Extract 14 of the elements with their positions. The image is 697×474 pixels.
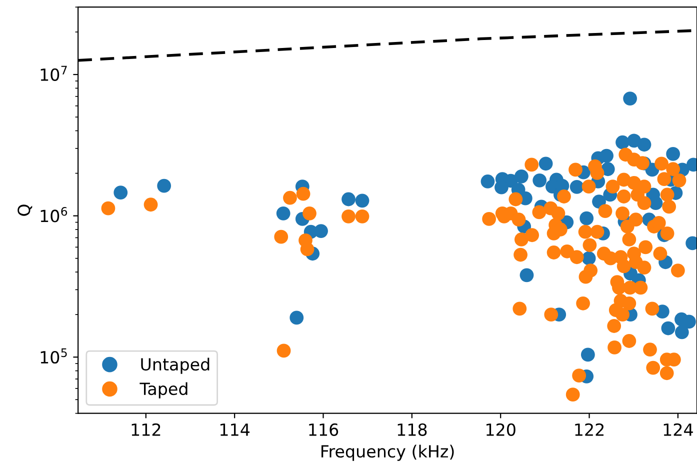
- x-tick-label: 122: [575, 423, 604, 436]
- y-tick-label: 10$^{5}$: [40, 348, 67, 364]
- x-tick-label: 118: [398, 423, 427, 436]
- x-axis-title: Frequency (kHz): [322, 444, 454, 461]
- x-tick-label: 116: [309, 423, 338, 436]
- legend-label: Untaped: [141, 358, 210, 374]
- x-tick-label: 120: [486, 423, 516, 436]
- x-tick-label: 114: [220, 424, 250, 436]
- y-tick-label: 10$^{6}$: [40, 206, 68, 222]
- x-tick-label: 112: [132, 423, 160, 436]
- x-tick-label: 124: [664, 423, 693, 436]
- legend-label: Taped: [140, 382, 188, 398]
- y-axis-title: Q: [18, 204, 32, 216]
- y-tick-label: 10$^{7}$: [40, 66, 67, 81]
